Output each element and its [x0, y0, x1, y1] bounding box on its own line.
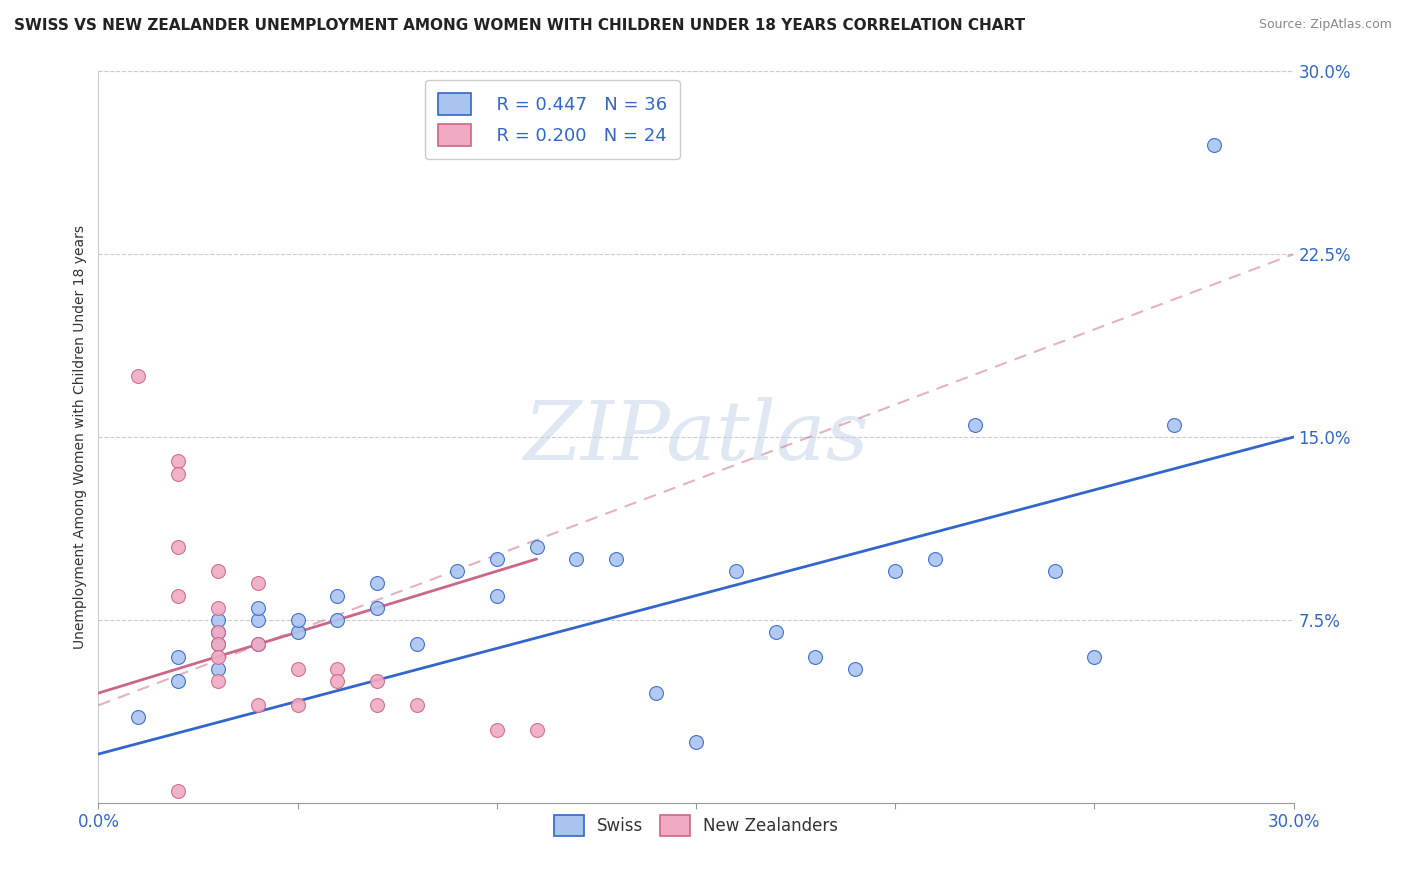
Point: [207, 662, 229, 676]
Point: [207, 625, 229, 640]
Point: [287, 613, 309, 627]
Point: [207, 637, 229, 651]
Point: [804, 649, 827, 664]
Point: [287, 698, 309, 713]
Point: [246, 698, 269, 713]
Point: [326, 613, 349, 627]
Point: [167, 540, 190, 554]
Point: [207, 600, 229, 615]
Point: [167, 589, 190, 603]
Point: [246, 613, 269, 627]
Point: [844, 662, 866, 676]
Point: [287, 662, 309, 676]
Point: [207, 625, 229, 640]
Point: [406, 637, 429, 651]
Point: [565, 552, 588, 566]
Point: [1043, 564, 1066, 578]
Point: [167, 783, 190, 797]
Point: [326, 662, 349, 676]
Point: [287, 625, 309, 640]
Point: [724, 564, 747, 578]
Point: [366, 673, 388, 688]
Text: Source: ZipAtlas.com: Source: ZipAtlas.com: [1258, 18, 1392, 31]
Point: [924, 552, 946, 566]
Point: [406, 698, 429, 713]
Point: [207, 673, 229, 688]
Point: [246, 600, 269, 615]
Point: [207, 564, 229, 578]
Point: [526, 540, 548, 554]
Point: [485, 723, 508, 737]
Point: [526, 723, 548, 737]
Legend: Swiss, New Zealanders: Swiss, New Zealanders: [544, 805, 848, 846]
Point: [246, 637, 269, 651]
Point: [207, 637, 229, 651]
Point: [963, 417, 986, 432]
Point: [167, 649, 190, 664]
Point: [446, 564, 468, 578]
Point: [246, 576, 269, 591]
Point: [167, 673, 190, 688]
Point: [326, 673, 349, 688]
Point: [485, 589, 508, 603]
Point: [167, 454, 190, 468]
Point: [884, 564, 907, 578]
Point: [485, 552, 508, 566]
Point: [1163, 417, 1185, 432]
Point: [127, 710, 149, 724]
Point: [1202, 137, 1225, 152]
Point: [207, 613, 229, 627]
Point: [246, 637, 269, 651]
Point: [605, 552, 627, 566]
Point: [326, 589, 349, 603]
Point: [127, 369, 149, 384]
Point: [645, 686, 668, 700]
Point: [685, 735, 707, 749]
Text: ZIPatlas: ZIPatlas: [523, 397, 869, 477]
Point: [366, 600, 388, 615]
Point: [167, 467, 190, 481]
Point: [366, 698, 388, 713]
Point: [207, 649, 229, 664]
Text: SWISS VS NEW ZEALANDER UNEMPLOYMENT AMONG WOMEN WITH CHILDREN UNDER 18 YEARS COR: SWISS VS NEW ZEALANDER UNEMPLOYMENT AMON…: [14, 18, 1025, 33]
Y-axis label: Unemployment Among Women with Children Under 18 years: Unemployment Among Women with Children U…: [73, 225, 87, 649]
Point: [1083, 649, 1105, 664]
Point: [765, 625, 787, 640]
Point: [366, 576, 388, 591]
